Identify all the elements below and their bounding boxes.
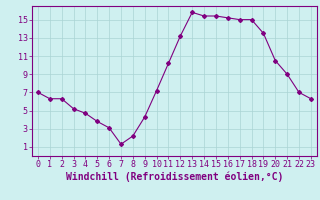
X-axis label: Windchill (Refroidissement éolien,°C): Windchill (Refroidissement éolien,°C) (66, 172, 283, 182)
